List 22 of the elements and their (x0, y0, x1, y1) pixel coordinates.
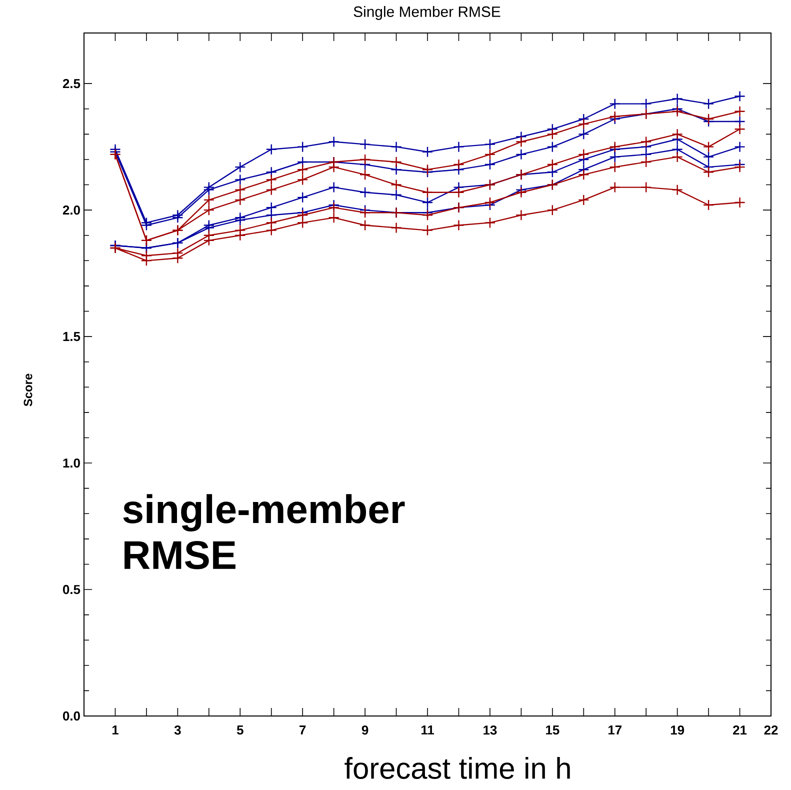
y-tick-label: 0.5 (62, 584, 80, 594)
x-tick-label: 21 (733, 726, 747, 735)
x-tick-label: 17 (608, 726, 622, 734)
y-tick-label: 0.0 (62, 711, 80, 721)
y-tick-label: 2.5 (62, 78, 80, 88)
y-tick-label: 1.0 (63, 458, 80, 468)
y-axis-title: Score (24, 374, 32, 406)
y-tick-label: 1.5 (63, 332, 80, 342)
x-tick-label: 19 (670, 726, 684, 735)
x-tick-label: 1 (112, 726, 118, 734)
x-tick-label: 11 (421, 726, 434, 734)
x-tick-label: 13 (484, 726, 497, 735)
annotation: single-member RMSE (123, 494, 405, 570)
chart-title: Single Member RMSE (354, 6, 500, 20)
x-tick-label: 3 (174, 726, 181, 735)
x-axis-title: forecast time in h (344, 757, 570, 779)
x-tick-label: 22 (764, 726, 778, 735)
x-tick-label: 15 (546, 726, 560, 735)
x-tick-label: 7 (300, 726, 306, 734)
x-tick-label: 5 (236, 726, 244, 735)
x-tick-label: 9 (362, 726, 368, 735)
y-tick-label: 2.0 (62, 205, 80, 215)
